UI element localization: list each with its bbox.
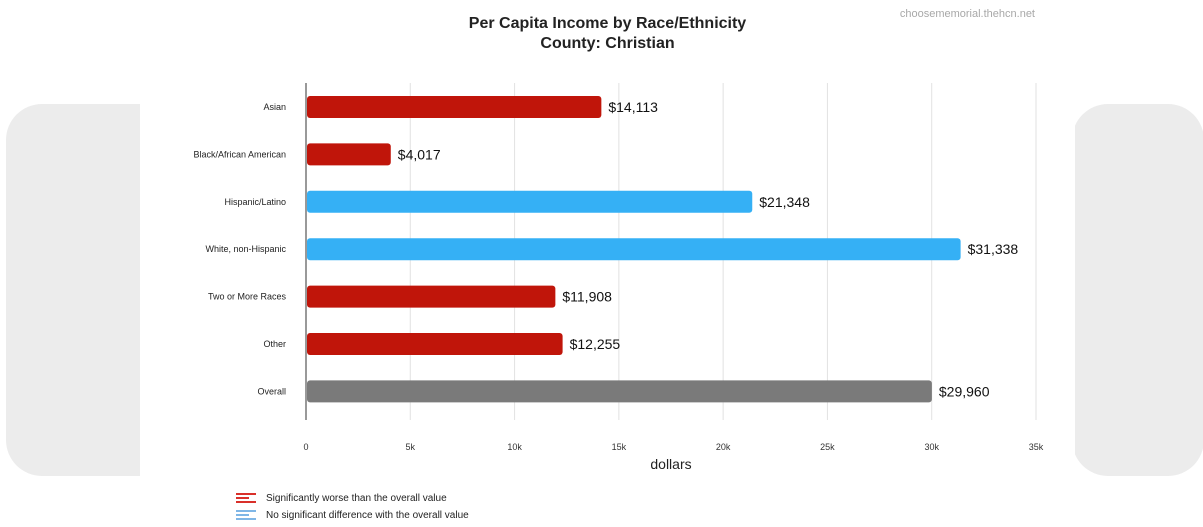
x-axis-title: dollars	[650, 456, 691, 472]
data-label: $11,908	[562, 289, 612, 305]
legend-swatch-worse-icon	[236, 492, 256, 505]
chart-subtitle: County: Christian	[540, 35, 675, 52]
legend-swatch-nodiff-icon	[236, 509, 256, 522]
category-label: Asian	[263, 102, 286, 112]
category-label: White, non-Hispanic	[205, 244, 286, 254]
x-tick-label: 0	[303, 442, 308, 452]
category-label: Other	[263, 339, 286, 349]
x-tick-label: 5k	[406, 442, 416, 452]
legend-item-worse: Significantly worse than the overall val…	[236, 490, 469, 507]
category-label: Two or More Races	[208, 292, 287, 302]
bar	[307, 190, 753, 213]
bar	[307, 238, 961, 261]
background-card-right	[1072, 104, 1203, 476]
x-tick-label: 10k	[507, 442, 522, 452]
data-label: $14,113	[608, 99, 658, 115]
bar	[307, 143, 391, 166]
data-label: $31,338	[968, 241, 1019, 257]
category-label: Black/African American	[193, 149, 286, 159]
legend-label-worse: Significantly worse than the overall val…	[266, 493, 447, 504]
x-tick-label: 35k	[1029, 442, 1044, 452]
data-label: $29,960	[939, 383, 990, 399]
category-label: Overall	[257, 386, 286, 396]
bar	[307, 285, 556, 308]
bar	[307, 380, 932, 403]
chart-title-block: Per Capita Income by Race/Ethnicity Coun…	[140, 14, 1075, 54]
data-label: $21,348	[759, 194, 810, 210]
bar	[307, 96, 602, 118]
x-tick-label: 20k	[716, 442, 731, 452]
bar	[307, 333, 563, 355]
x-tick-label: 15k	[612, 442, 627, 452]
category-label: Hispanic/Latino	[224, 197, 286, 207]
data-label: $12,255	[570, 336, 621, 352]
legend-label-nodiff: No significant difference with the overa…	[266, 510, 469, 521]
legend: Significantly worse than the overall val…	[236, 490, 469, 524]
data-label: $4,017	[398, 146, 441, 162]
watermark: choosememorial.thehcn.net	[899, 8, 1035, 20]
legend-item-nodiff: No significant difference with the overa…	[236, 507, 469, 524]
chart-panel	[140, 0, 1075, 527]
chart-title: Per Capita Income by Race/Ethnicity	[468, 15, 747, 32]
x-tick-label: 30k	[924, 442, 939, 452]
x-tick-label: 25k	[820, 442, 835, 452]
